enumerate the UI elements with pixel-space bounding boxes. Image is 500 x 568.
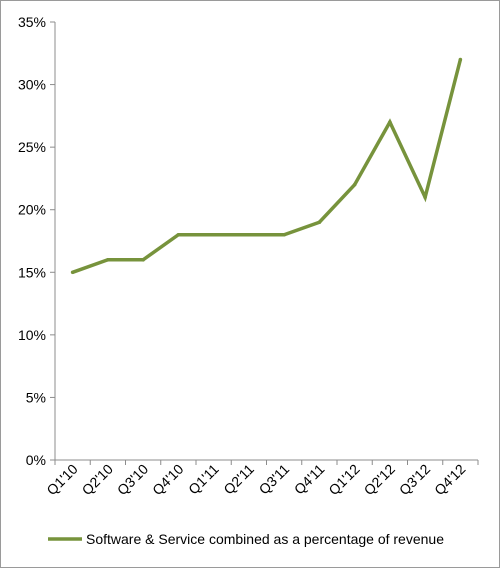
data-point [211,232,216,237]
x-tick-label: Q2'11 [220,461,257,498]
data-point [317,220,322,225]
x-tick-label: Q2'10 [79,461,117,499]
series-line [72,59,463,274]
data-point [141,257,145,262]
x-tick-label: Q1'10 [43,461,81,499]
y-axis: 0% 5% 10% 15% 20% 25% 30% 35% [18,14,56,468]
data-point [247,232,251,237]
x-tick-label: Q1'11 [185,461,222,498]
legend-label: Software & Service combined as a percent… [86,531,444,547]
y-tick-label: 35% [18,14,46,30]
x-tick-label: Q1'12 [325,461,363,499]
x-tick-label: Q4'11 [291,461,328,498]
x-tick-label: Q2'12 [361,461,399,499]
legend: Software & Service combined as a percent… [48,531,444,547]
data-point [106,257,110,262]
x-tick-label: Q4'10 [149,461,187,499]
x-tick-label: Q3'12 [396,461,434,499]
y-tick-label: 15% [18,264,46,280]
data-point [352,182,357,187]
data-point [423,195,427,199]
y-tick-label: 25% [18,139,46,155]
y-tick-label: 5% [26,389,46,405]
data-point [176,232,181,237]
x-tick-label: Q3'10 [114,461,152,499]
x-tick-label: Q3'11 [256,461,293,498]
data-point [70,270,75,275]
y-tick-label: 20% [18,202,46,218]
y-tick-label: 30% [18,77,46,93]
data-point [282,232,286,237]
y-tick-label: 10% [18,327,46,343]
series-layer [70,57,463,275]
data-point [458,57,463,62]
y-tick-label: 0% [26,452,46,468]
data-point [388,120,392,124]
x-axis: Q1'10Q2'10Q3'10Q4'10Q1'11Q2'11Q3'11Q4'11… [43,459,479,499]
x-tick-label: Q4'12 [431,461,469,499]
